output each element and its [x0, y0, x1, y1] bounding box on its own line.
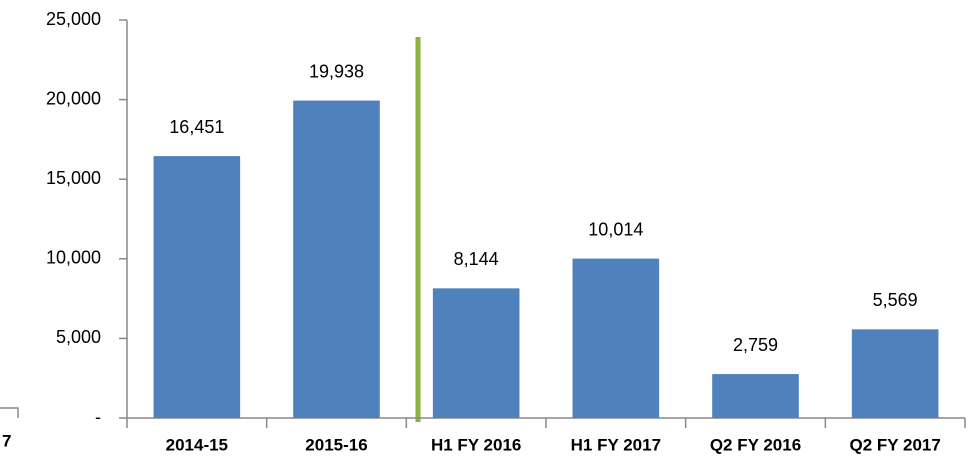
bar — [153, 156, 241, 418]
bar — [712, 374, 799, 418]
data-label: 5,569 — [873, 290, 918, 310]
fragment-frame — [0, 407, 19, 418]
x-tick-label: Q2 FY 2017 — [849, 435, 940, 454]
y-tick-label: 20,000 — [46, 88, 101, 108]
data-label: 10,014 — [588, 219, 643, 239]
data-label: 16,451 — [169, 117, 224, 137]
x-tick-label: H1 FY 2017 — [571, 435, 661, 454]
x-tick-label: H1 FY 2016 — [431, 435, 521, 454]
y-tick-label: 15,000 — [46, 168, 101, 188]
data-label: 2,759 — [733, 335, 778, 355]
bar — [293, 100, 380, 419]
side-label: 7 — [2, 431, 11, 450]
bar — [851, 329, 939, 418]
y-tick-label: 5,000 — [56, 327, 101, 347]
bar — [432, 288, 520, 418]
data-label: 19,938 — [309, 61, 364, 81]
x-tick-label: Q2 FY 2016 — [710, 435, 801, 454]
y-tick-label: - — [95, 407, 101, 427]
y-tick-label: 10,000 — [46, 248, 101, 268]
data-label: 8,144 — [454, 249, 499, 269]
x-tick-label: 2014-15 — [166, 435, 228, 454]
y-tick-label: 25,000 — [46, 9, 101, 29]
bar — [572, 258, 660, 418]
x-tick-label: 2015-16 — [305, 435, 367, 454]
